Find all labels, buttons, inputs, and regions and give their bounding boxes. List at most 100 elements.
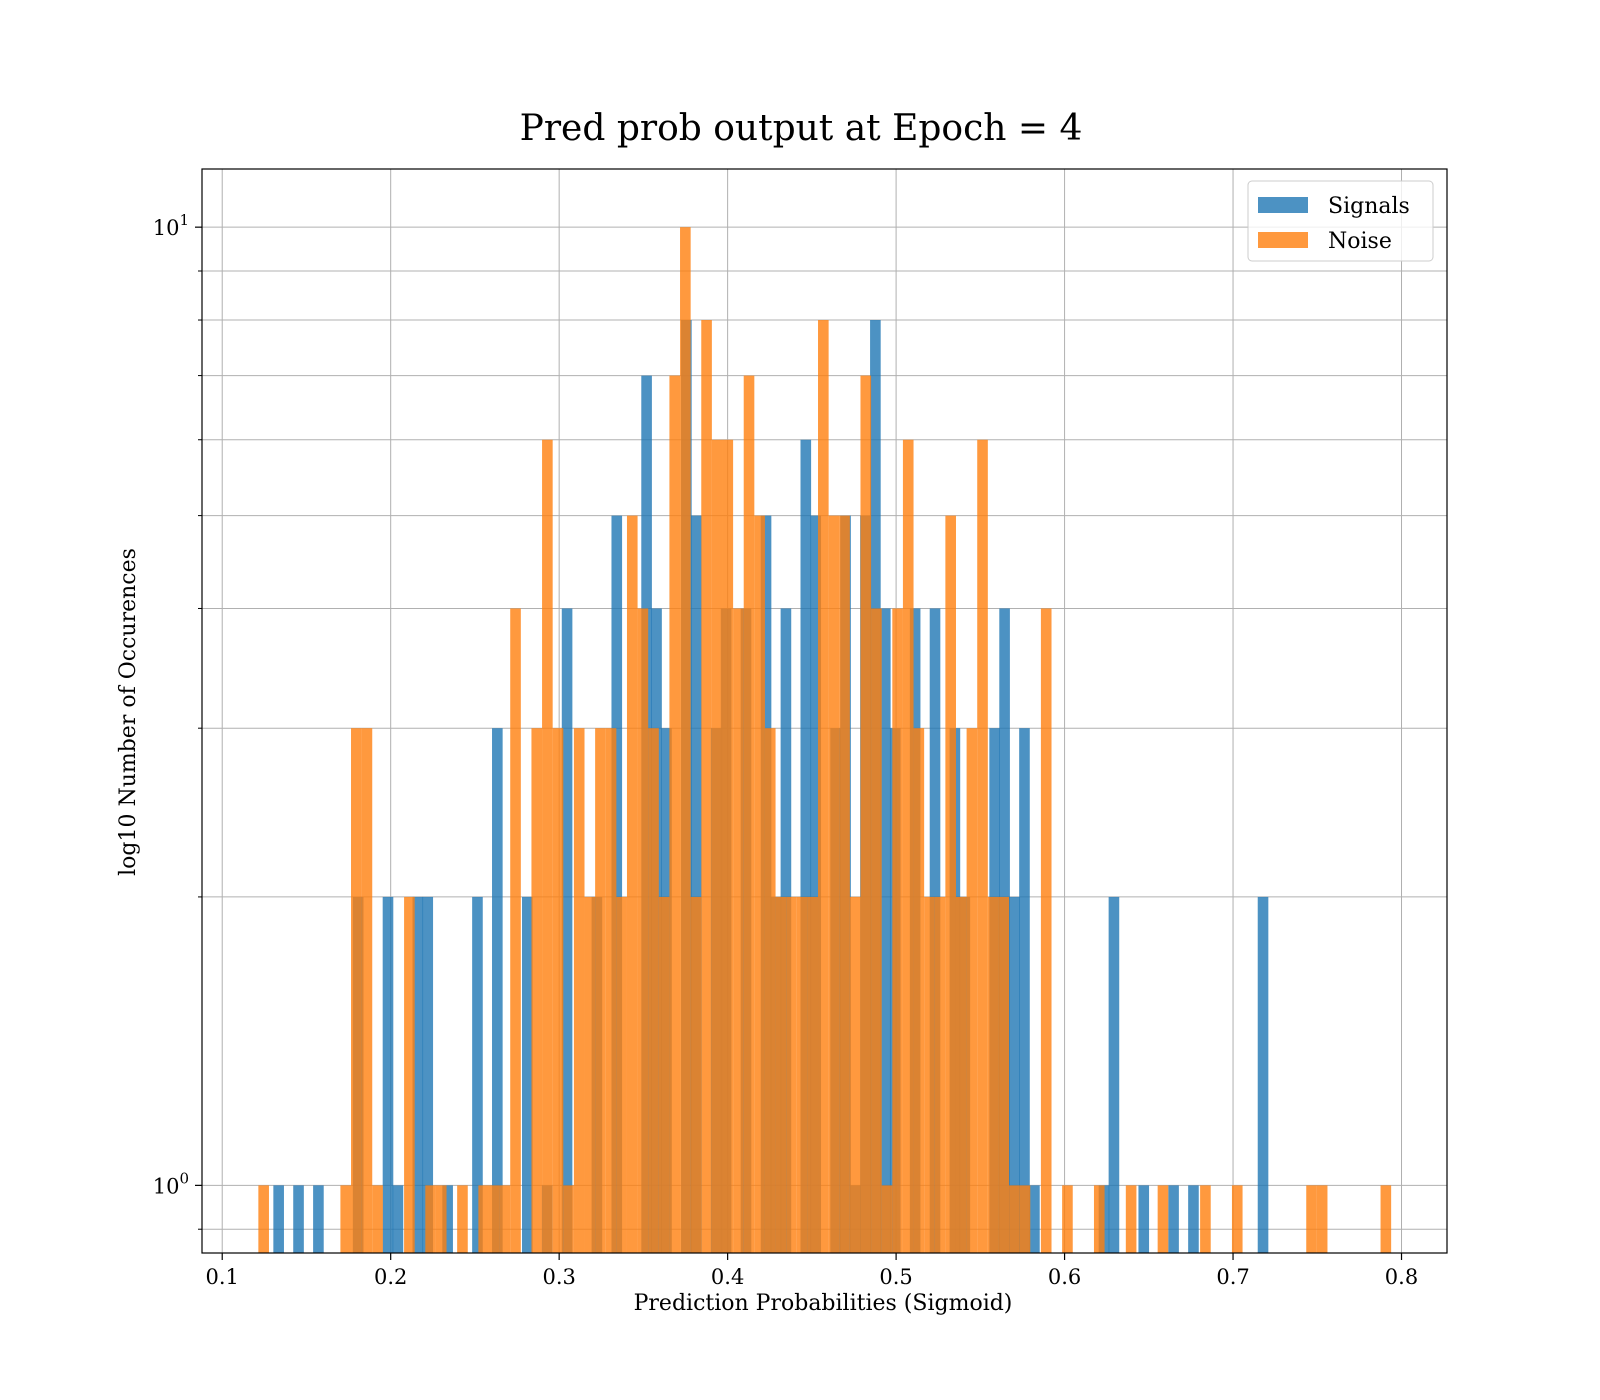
histogram-bar [764, 728, 776, 1253]
histogram-bar [880, 608, 891, 1253]
histogram-bar [1125, 1185, 1137, 1253]
histogram-bar [754, 515, 765, 1253]
histogram-bar [435, 1185, 447, 1253]
histogram-bar [552, 728, 564, 1253]
histogram-bar [1231, 1185, 1243, 1253]
histogram-bar [584, 896, 596, 1253]
histogram-bar [492, 728, 503, 1253]
legend-label: Signals [1328, 194, 1410, 219]
y-axis-label: log10 Number of Occurences [116, 548, 141, 876]
histogram-bar [913, 728, 925, 1253]
histogram-bar [800, 439, 812, 1253]
histogram-bar [457, 1185, 468, 1253]
y-tick-label: 100 [153, 1169, 189, 1198]
histogram-bar [293, 1185, 304, 1253]
histogram-bar [531, 728, 543, 1253]
x-tick-label: 0.6 [1048, 1265, 1081, 1289]
histogram-bar [637, 608, 649, 1253]
histogram-bar [1108, 896, 1120, 1253]
histogram-bar [499, 1185, 511, 1253]
histogram-bar [382, 896, 394, 1253]
histogram-bar [966, 728, 978, 1253]
histogram-bar [1019, 728, 1030, 1253]
histogram-bar [839, 515, 850, 1253]
x-tick-label: 0.8 [1385, 1265, 1418, 1289]
x-tick-label: 0.3 [542, 1265, 575, 1289]
histogram-bar [616, 896, 627, 1253]
histogram-bar [1380, 1185, 1392, 1253]
histogram-bar [690, 515, 702, 1253]
histogram-bar [977, 439, 988, 1253]
histogram-bar [1040, 608, 1052, 1253]
histogram-bar [605, 728, 617, 1253]
histogram-bar [680, 227, 691, 1253]
histogram-bar [1316, 1185, 1328, 1253]
histogram-bar [860, 375, 872, 1253]
histogram-bar [442, 1185, 453, 1253]
x-tick-label: 0.7 [1216, 1265, 1249, 1289]
x-tick-label: 0.4 [711, 1265, 744, 1289]
histogram-bar [669, 375, 681, 1253]
histogram-bar [998, 896, 1010, 1253]
histogram-bar [561, 608, 573, 1253]
histogram-bar [743, 375, 755, 1253]
histogram-bar [478, 1185, 489, 1253]
x-tick-label: 0.5 [879, 1265, 912, 1289]
histogram-bar [945, 515, 956, 1253]
histogram-bar [472, 896, 483, 1253]
histogram-bar [828, 515, 840, 1253]
histogram-bar [626, 515, 638, 1253]
histogram-bar [1009, 1185, 1020, 1253]
histogram-bar [351, 728, 362, 1253]
histogram-bar [881, 1185, 893, 1253]
histogram-bar [340, 1185, 352, 1253]
legend-swatch [1258, 197, 1308, 213]
histogram-bar [796, 896, 808, 1253]
histogram-bar [1029, 1185, 1040, 1253]
histogram-bar [902, 439, 914, 1253]
histogram-bar [955, 896, 967, 1253]
legend-label: Noise [1328, 229, 1392, 254]
histogram-bar [690, 896, 702, 1253]
histogram-bar [818, 320, 829, 1254]
histogram-bar [488, 1185, 500, 1253]
histogram-bar [611, 515, 623, 1253]
histogram-bar [425, 1185, 436, 1253]
histogram-bars [258, 227, 1392, 1254]
histogram-bar [563, 1185, 574, 1253]
x-tick-label: 0.1 [206, 1265, 239, 1289]
histogram-bar [372, 1185, 383, 1253]
histogram-bar [871, 608, 882, 1253]
histogram-bar [658, 896, 670, 1253]
legend: Signals Noise [1247, 180, 1434, 262]
chart-title: Pred prob output at Epoch = 4 [520, 108, 1083, 149]
histogram-bar [510, 608, 521, 1253]
histogram-bar [722, 439, 734, 1253]
histogram-bar [542, 439, 553, 1253]
histogram-bar [412, 896, 424, 1253]
histogram-bar [573, 728, 585, 1253]
histogram-bar [924, 896, 935, 1253]
legend-swatch [1258, 232, 1308, 248]
histogram-bar [422, 896, 434, 1253]
histogram-bar [1306, 1185, 1317, 1253]
histogram-bar [1009, 896, 1020, 1253]
axis-ticks: 0.1 0.2 0.3 0.4 0.5 0.6 0.7 0.8 100 101 [153, 211, 1418, 1289]
histogram-bar [807, 896, 819, 1253]
histogram-bar [786, 896, 797, 1253]
histogram-bar [361, 728, 373, 1253]
histogram-bar [522, 896, 533, 1253]
histogram-bar [313, 1185, 324, 1253]
x-tick-label: 0.2 [374, 1265, 407, 1289]
histogram-bar [1200, 1185, 1211, 1253]
histogram-bar [1019, 1185, 1031, 1253]
histogram-bar [733, 608, 744, 1253]
histogram-bar [404, 896, 415, 1253]
plot-frame [201, 168, 1448, 1254]
histogram-bar [1168, 1185, 1179, 1253]
histogram-bar [1257, 896, 1269, 1253]
series-noise [258, 227, 1392, 1254]
x-axis-label: Prediction Probabilities (Sigmoid) [634, 1291, 1013, 1316]
histogram-bar [934, 896, 946, 1253]
histogram-bar [595, 728, 606, 1253]
